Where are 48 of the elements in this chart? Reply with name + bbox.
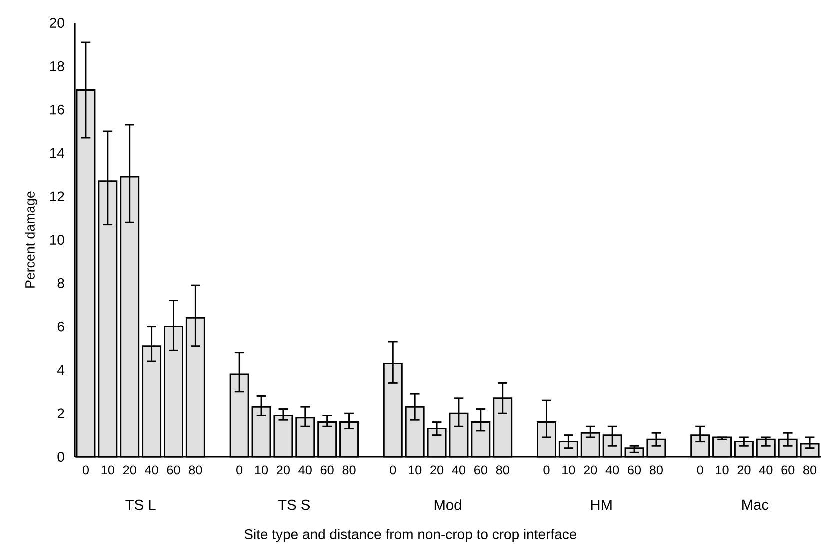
x-tick-label: 10: [562, 466, 576, 475]
x-tick-label: 10: [409, 466, 422, 475]
x-tick-label: 20: [277, 466, 290, 475]
y-tick-label: 8: [58, 278, 64, 288]
x-tick-label: 40: [606, 466, 620, 475]
x-tick-label: 80: [496, 466, 510, 475]
x-tick-label: 20: [430, 466, 444, 475]
x-tick-label: 60: [167, 466, 180, 475]
x-tick-label: 60: [628, 466, 642, 475]
x-tick-label: 20: [738, 466, 751, 475]
x-tick-label: 60: [782, 466, 795, 475]
text: HM: [591, 500, 612, 510]
y-tick-label: 12: [50, 192, 64, 202]
text: TS S: [278, 500, 310, 510]
x-tick-label: 10: [102, 466, 114, 475]
x-tick-label: 80: [650, 466, 663, 475]
x-tick-label: 10: [255, 466, 268, 475]
x-tick-label: 0: [236, 466, 243, 475]
text: Mac: [742, 500, 769, 510]
x-tick-label: 60: [320, 466, 334, 475]
y-tick-label: 10: [50, 235, 64, 245]
y-tick-label: 18: [50, 61, 64, 72]
y-tick-label: 0: [58, 452, 64, 462]
y-tick-label: 6: [58, 322, 64, 332]
y-tick-label: 20: [50, 18, 64, 28]
x-tick-label: 40: [145, 466, 158, 475]
x-tick-label: 10: [716, 466, 729, 475]
x-tick-label: 40: [452, 466, 466, 475]
x-tick-label: 20: [123, 466, 136, 475]
x-axis-title: Site type and distance from non-crop to crop interface: [244, 529, 577, 542]
x-tick-label: 0: [82, 466, 89, 475]
x-tick-label: 80: [189, 466, 202, 475]
y-tick-label: 16: [50, 104, 64, 115]
y-tick-label: 2: [58, 408, 64, 418]
y-axis-title: Percent damage: [25, 192, 38, 288]
y-tick-label: 4: [57, 365, 65, 376]
x-tick-label: 40: [298, 466, 312, 475]
x-tick-label: 0: [697, 466, 704, 475]
x-tick-label: 60: [474, 466, 488, 475]
x-tick-label: 0: [390, 466, 396, 475]
text: Mod: [434, 500, 462, 510]
x-tick-label: 20: [584, 466, 598, 475]
y-tick-label: 14: [50, 148, 65, 158]
text: TS L: [126, 500, 156, 510]
x-tick-label: 0: [544, 466, 550, 475]
x-tick-label: 80: [804, 466, 817, 475]
x-tick-label: 80: [342, 466, 356, 475]
x-tick-label: 40: [759, 466, 773, 475]
